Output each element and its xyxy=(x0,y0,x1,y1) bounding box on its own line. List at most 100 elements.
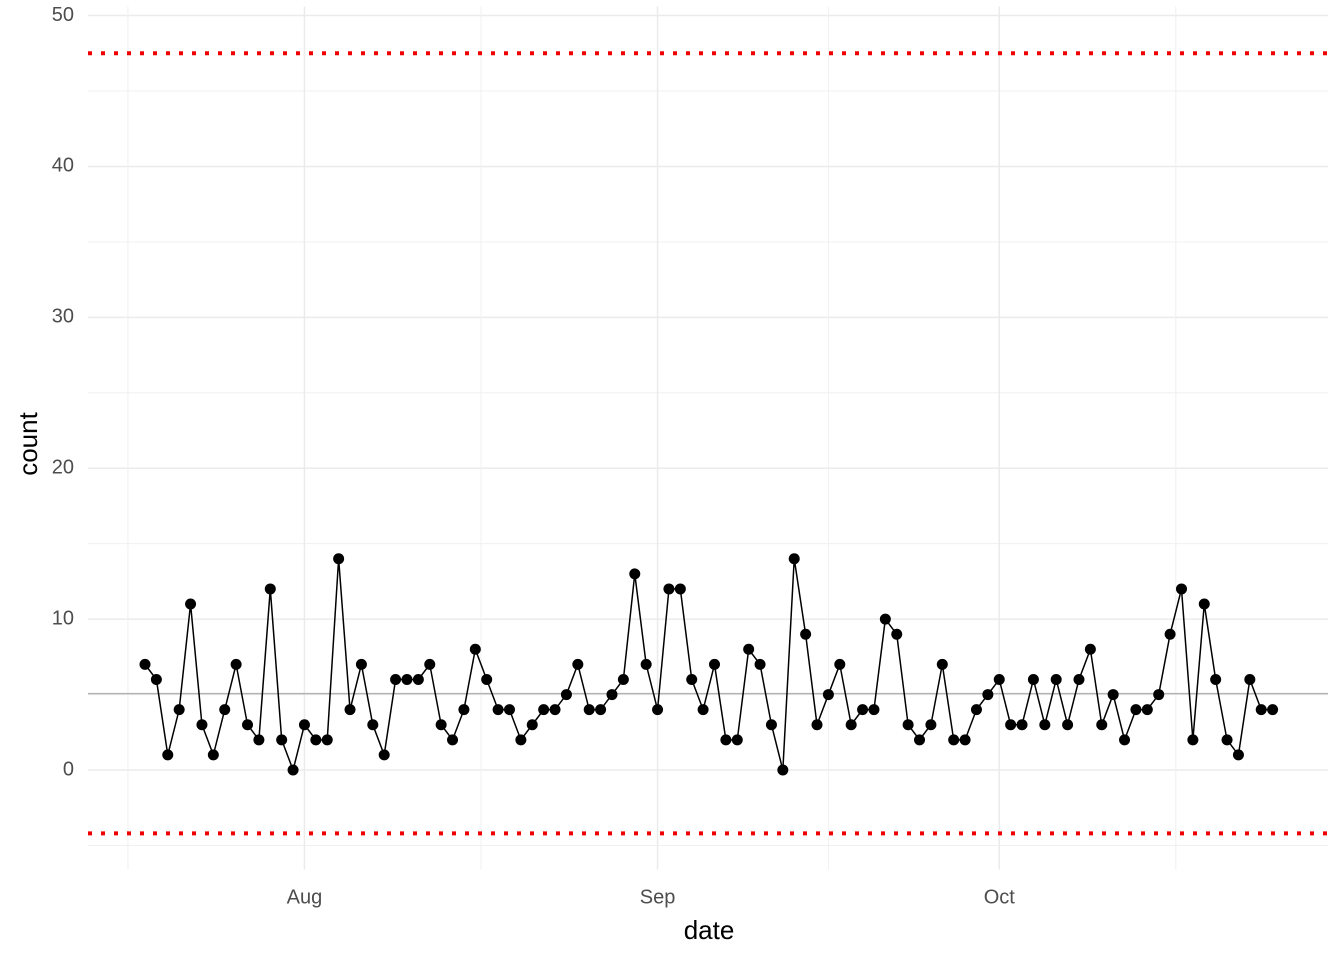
data-point xyxy=(811,719,823,731)
data-point xyxy=(1062,719,1074,731)
data-point xyxy=(1119,734,1131,746)
data-point xyxy=(606,689,618,701)
data-point xyxy=(549,704,561,716)
data-point xyxy=(412,673,424,685)
data-point xyxy=(515,734,527,746)
data-point xyxy=(879,613,891,625)
data-point xyxy=(617,673,629,685)
data-point xyxy=(1187,734,1199,746)
data-point xyxy=(253,734,265,746)
data-point xyxy=(936,658,948,670)
data-point xyxy=(526,719,538,731)
data-point xyxy=(765,719,777,731)
data-point xyxy=(1244,673,1256,685)
data-point xyxy=(219,704,231,716)
data-point xyxy=(298,719,310,731)
data-point xyxy=(629,568,641,580)
data-point xyxy=(1016,719,1028,731)
data-point xyxy=(777,764,789,776)
data-point xyxy=(333,553,345,565)
x-tick-label: Aug xyxy=(287,886,323,908)
data-point xyxy=(321,734,333,746)
data-point xyxy=(1232,749,1244,761)
data-point xyxy=(1210,673,1222,685)
data-point xyxy=(378,749,390,761)
data-point xyxy=(139,658,151,670)
x-tick-label: Oct xyxy=(984,886,1016,908)
data-point xyxy=(162,749,174,761)
data-point xyxy=(857,704,869,716)
data-point xyxy=(1027,673,1039,685)
data-point xyxy=(310,734,322,746)
x-tick-label: Sep xyxy=(640,886,676,908)
data-point xyxy=(663,583,675,595)
x-axis-title: date xyxy=(684,915,735,945)
data-point xyxy=(196,719,208,731)
data-point xyxy=(891,628,903,640)
data-point xyxy=(720,734,732,746)
data-point xyxy=(1175,583,1187,595)
data-point xyxy=(1073,673,1085,685)
data-point xyxy=(959,734,971,746)
data-point xyxy=(697,704,709,716)
data-point xyxy=(731,734,743,746)
data-point xyxy=(1039,719,1051,731)
y-tick-label: 10 xyxy=(52,607,74,629)
data-point xyxy=(344,704,356,716)
data-point xyxy=(185,598,197,610)
data-point xyxy=(1221,734,1233,746)
data-point xyxy=(674,583,686,595)
data-point xyxy=(834,658,846,670)
data-point xyxy=(492,704,504,716)
data-point xyxy=(150,673,162,685)
data-point xyxy=(538,704,550,716)
data-point xyxy=(1267,704,1279,716)
data-point xyxy=(287,764,299,776)
data-point xyxy=(743,643,755,655)
data-point xyxy=(868,704,880,716)
data-point xyxy=(355,658,367,670)
data-point xyxy=(1096,719,1108,731)
data-point xyxy=(503,704,515,716)
data-point xyxy=(914,734,926,746)
data-point xyxy=(264,583,276,595)
data-point xyxy=(1153,689,1165,701)
data-point xyxy=(469,643,481,655)
y-axis-title: count xyxy=(13,411,43,475)
data-point xyxy=(207,749,219,761)
data-point xyxy=(572,658,584,670)
y-tick-label: 30 xyxy=(52,306,74,328)
data-point xyxy=(1164,628,1176,640)
data-point xyxy=(902,719,914,731)
data-point xyxy=(788,553,800,565)
data-point xyxy=(1050,673,1062,685)
data-point xyxy=(276,734,288,746)
data-point xyxy=(754,658,766,670)
data-point xyxy=(230,658,242,670)
data-point xyxy=(948,734,960,746)
data-point xyxy=(367,719,379,731)
data-point xyxy=(982,689,994,701)
data-point xyxy=(458,704,470,716)
data-point xyxy=(424,658,436,670)
data-point xyxy=(173,704,185,716)
data-point xyxy=(970,704,982,716)
data-point xyxy=(1005,719,1017,731)
data-line xyxy=(144,558,1273,773)
data-point xyxy=(242,719,254,731)
data-point xyxy=(640,658,652,670)
data-point xyxy=(800,628,812,640)
data-point xyxy=(1084,643,1096,655)
data-point xyxy=(1107,689,1119,701)
data-point xyxy=(390,673,402,685)
data-point xyxy=(652,704,664,716)
data-point xyxy=(822,689,834,701)
data-point xyxy=(560,689,572,701)
data-point xyxy=(1255,704,1267,716)
y-tick-label: 0 xyxy=(63,758,74,780)
y-tick-label: 50 xyxy=(52,4,74,26)
data-point xyxy=(583,704,595,716)
data-point xyxy=(925,719,937,731)
y-tick-label: 20 xyxy=(52,457,74,479)
